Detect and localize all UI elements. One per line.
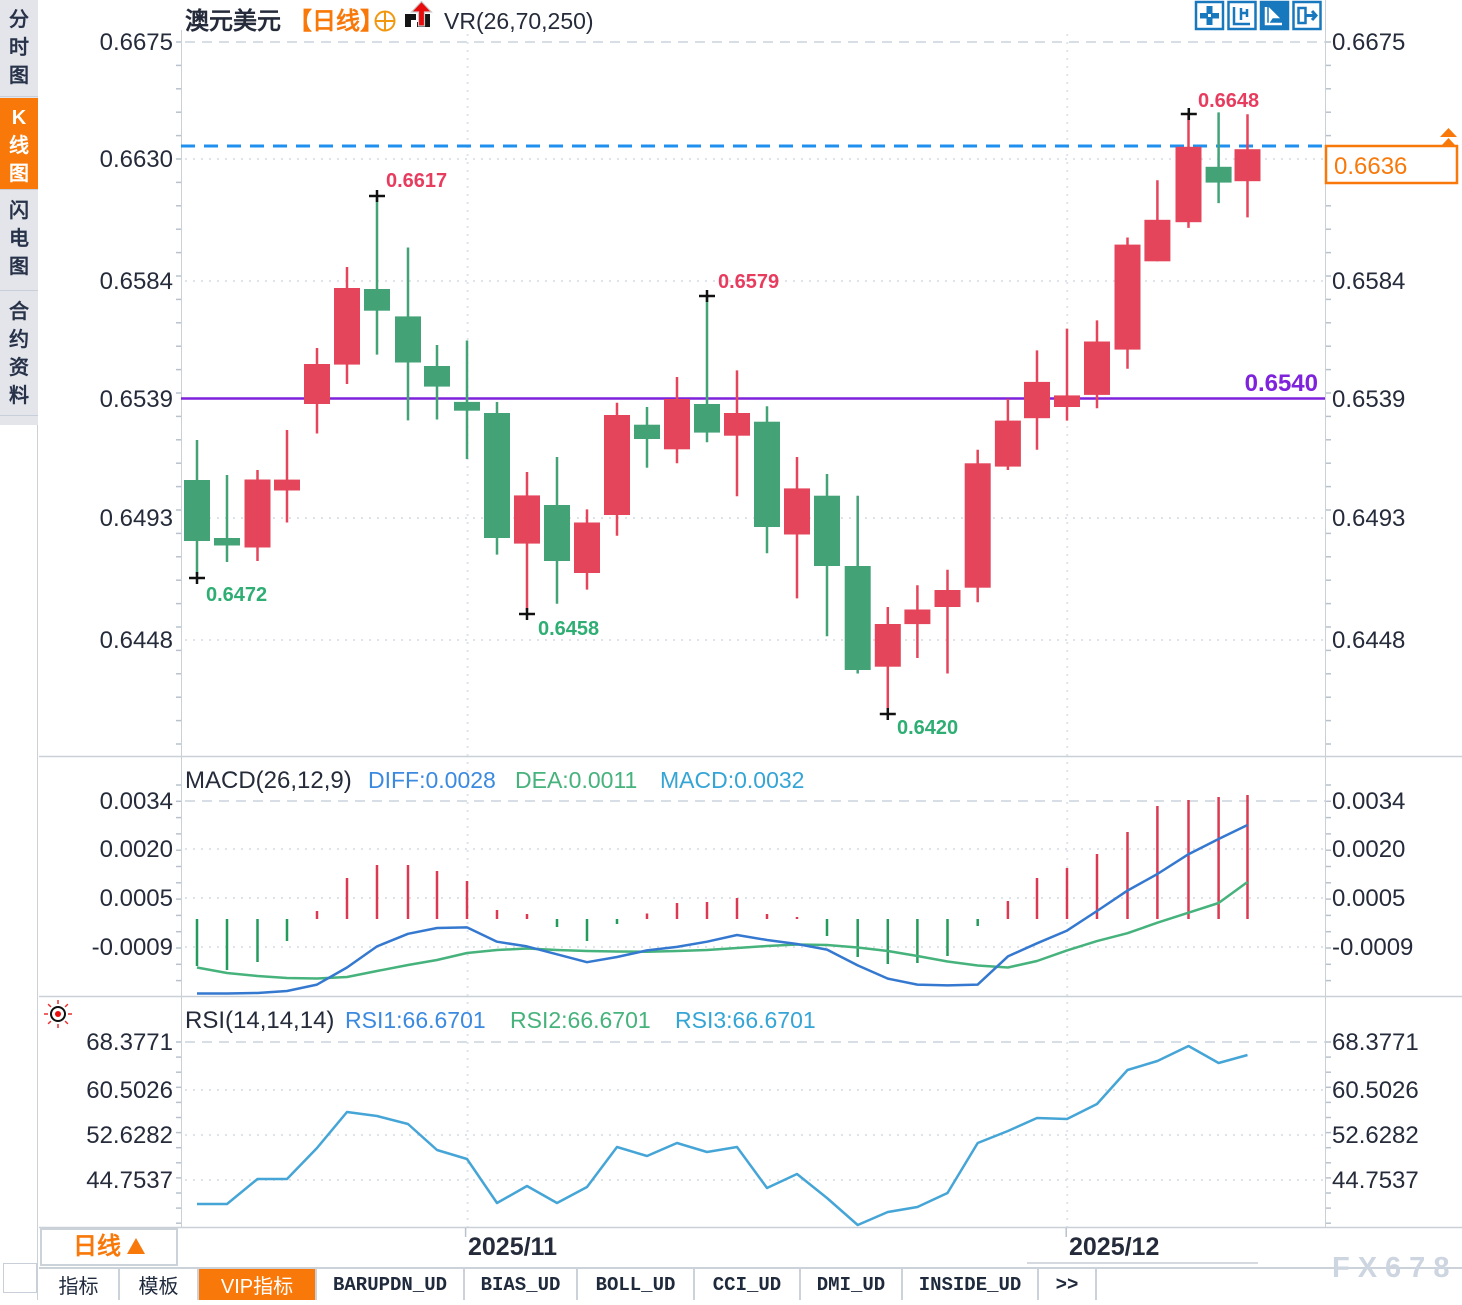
svg-text:0.6539: 0.6539 — [100, 386, 173, 413]
svg-text:澳元美元: 澳元美元 — [185, 7, 281, 35]
svg-text:60.5026: 60.5026 — [86, 1077, 173, 1104]
svg-text:68.3771: 68.3771 — [86, 1029, 173, 1056]
svg-text:RSI1:66.6701: RSI1:66.6701 — [345, 1007, 486, 1033]
svg-text:VR(26,70,250): VR(26,70,250) — [444, 8, 594, 34]
svg-text:0.6584: 0.6584 — [100, 268, 173, 295]
svg-text:44.7537: 44.7537 — [1332, 1167, 1419, 1194]
svg-text:2025/11: 2025/11 — [468, 1233, 557, 1261]
svg-text:0.6493: 0.6493 — [100, 505, 173, 532]
svg-text:0.6539: 0.6539 — [1332, 386, 1405, 413]
svg-text:0.6458: 0.6458 — [538, 618, 599, 640]
svg-text:0.6675: 0.6675 — [1332, 29, 1405, 56]
svg-text:0.6540: 0.6540 — [1245, 370, 1318, 397]
svg-text:【日线】: 【日线】 — [288, 8, 384, 35]
svg-text:0.0020: 0.0020 — [100, 836, 173, 863]
svg-text:52.6282: 52.6282 — [1332, 1122, 1419, 1149]
svg-text:DEA:0.0011: DEA:0.0011 — [515, 767, 637, 793]
svg-text:-0.0009: -0.0009 — [1332, 934, 1413, 961]
svg-text:52.6282: 52.6282 — [86, 1122, 173, 1149]
svg-text:0.0034: 0.0034 — [100, 788, 173, 815]
svg-text:RSI(14,14,14): RSI(14,14,14) — [185, 1007, 334, 1034]
svg-text:0.6579: 0.6579 — [718, 271, 779, 293]
svg-text:MACD(26,12,9): MACD(26,12,9) — [185, 767, 352, 794]
svg-text:MACD:0.0032: MACD:0.0032 — [660, 767, 804, 793]
svg-text:0.6675: 0.6675 — [100, 29, 173, 56]
svg-text:-0.0009: -0.0009 — [92, 934, 173, 961]
svg-text:0.6617: 0.6617 — [386, 170, 447, 192]
svg-text:0.0034: 0.0034 — [1332, 788, 1405, 815]
svg-text:0.6584: 0.6584 — [1332, 268, 1405, 295]
svg-text:2025/12: 2025/12 — [1069, 1233, 1159, 1261]
svg-text:0.6648: 0.6648 — [1198, 90, 1259, 112]
svg-text:RSI2:66.6701: RSI2:66.6701 — [510, 1007, 651, 1033]
svg-text:60.5026: 60.5026 — [1332, 1077, 1419, 1104]
svg-text:68.3771: 68.3771 — [1332, 1029, 1419, 1056]
svg-text:0.6448: 0.6448 — [1332, 627, 1405, 654]
svg-text:0.6493: 0.6493 — [1332, 505, 1405, 532]
svg-text:0.6636: 0.6636 — [1334, 153, 1407, 180]
svg-text:0.6448: 0.6448 — [100, 627, 173, 654]
svg-text:44.7537: 44.7537 — [86, 1167, 173, 1194]
svg-text:0.0020: 0.0020 — [1332, 836, 1405, 863]
svg-text:0.6472: 0.6472 — [206, 584, 267, 606]
svg-text:RSI3:66.6701: RSI3:66.6701 — [675, 1007, 816, 1033]
svg-text:0.0005: 0.0005 — [1332, 885, 1405, 912]
svg-text:0.6420: 0.6420 — [897, 717, 958, 739]
svg-text:0.6630: 0.6630 — [100, 146, 173, 173]
svg-text:0.0005: 0.0005 — [100, 885, 173, 912]
svg-text:DIFF:0.0028: DIFF:0.0028 — [368, 767, 496, 793]
